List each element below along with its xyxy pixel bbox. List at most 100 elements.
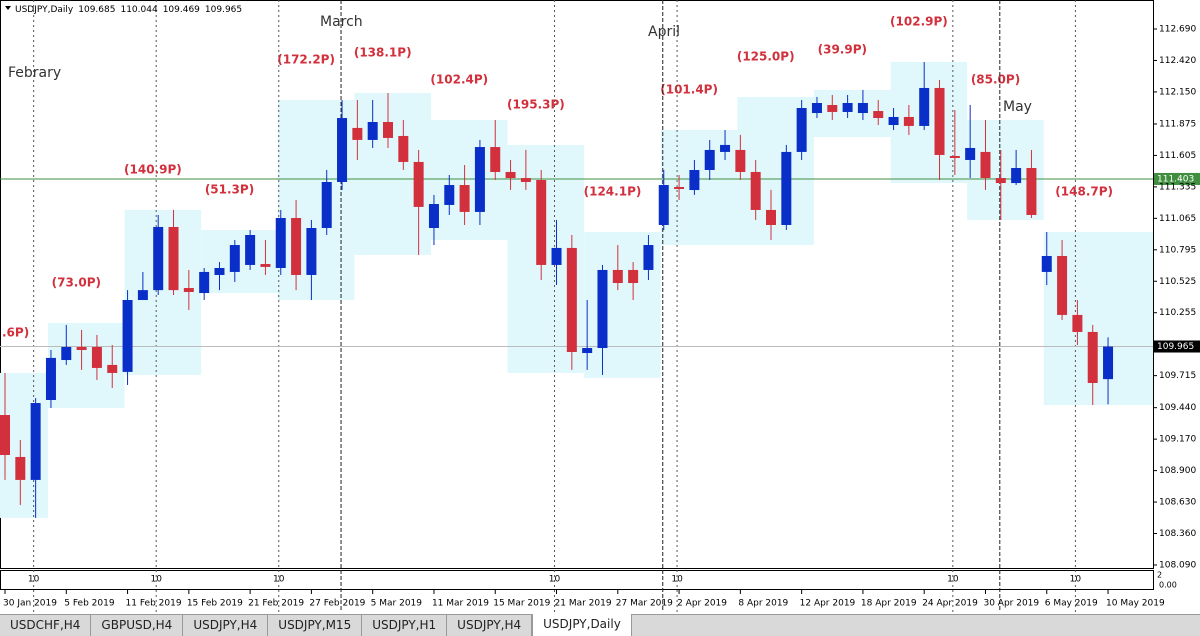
candle-body	[750, 171, 761, 210]
candle-body	[873, 111, 884, 119]
header-part: 109.685	[78, 5, 115, 15]
tab-bar: USDCHF,H4 GBPUSD,H4 USDJPY,H4 USDJPY,M15 USD…	[0, 614, 1200, 636]
period-label: Febrary	[8, 65, 61, 81]
candle-body	[0, 415, 10, 455]
chart-tab[interactable]: USDCHF,H4	[0, 615, 92, 636]
range-pips: (172.2P)	[277, 52, 335, 66]
chart-tab[interactable]: USDJPY,H4	[183, 615, 269, 636]
x-tick-label: 6 May 2019	[1045, 599, 1098, 609]
chart-tab[interactable]: USDJPY,H1	[362, 615, 448, 636]
candle-body	[15, 456, 26, 480]
x-tick-label: 30 Apr 2019	[983, 599, 1039, 609]
y-tick-label: 112.690	[1159, 25, 1196, 35]
price-axis-bg	[1154, 0, 1200, 590]
candle-body	[76, 346, 87, 351]
x-tick-label: 24 Apr 2019	[922, 599, 978, 609]
candle-body	[306, 228, 317, 275]
hline-marker	[1154, 172, 1200, 185]
x-tick-label: 15 Mar 2019	[493, 599, 550, 609]
y-tick-label: 110.795	[1159, 245, 1196, 255]
candle-body	[1026, 168, 1037, 215]
range-pips: (102.9P)	[890, 14, 948, 28]
y-tick-label: 110.255	[1159, 308, 1196, 318]
header-part: 109.469	[163, 5, 200, 15]
candle-body	[551, 247, 562, 265]
subwindow-label: 10	[671, 575, 683, 585]
candle-body	[689, 169, 700, 191]
candle-body	[45, 357, 56, 400]
subwindow-label: 10	[28, 575, 40, 585]
range-pips: (101.4P)	[660, 83, 718, 97]
subwindow-label: 10	[947, 575, 959, 585]
candle-body	[505, 171, 516, 179]
subwindow-frame	[0, 570, 1154, 590]
candle-body	[1072, 314, 1083, 332]
range-pips: (102.4P)	[430, 73, 488, 87]
x-tick-label: 8 Apr 2019	[738, 599, 788, 609]
x-tick-label: 2 Apr 2019	[677, 599, 727, 609]
subwindow-scale: 2	[1157, 571, 1162, 580]
y-tick-label: 108.630	[1159, 498, 1196, 508]
x-tick-label: 15 Feb 2019	[187, 599, 243, 609]
period-label: May	[1003, 99, 1032, 115]
header-part: 110.044	[120, 5, 157, 15]
candle-body	[1057, 255, 1068, 315]
x-tick-label: 21 Feb 2019	[248, 599, 304, 609]
candle-body	[965, 147, 976, 160]
candle-body	[428, 204, 439, 229]
candle-body	[383, 121, 393, 138]
candle-body	[321, 181, 332, 229]
y-tick-label: 109.715	[1159, 371, 1196, 381]
range-pips: (125.0P)	[737, 49, 795, 63]
range-pips: .6P)	[2, 325, 29, 339]
chart-tab[interactable]: USDJPY,H4	[447, 615, 533, 636]
candle-body	[245, 235, 256, 265]
range-pips: (140.9P)	[124, 162, 182, 176]
candle-body	[337, 118, 348, 182]
candle-body	[704, 149, 715, 170]
x-tick-label: 18 Apr 2019	[861, 599, 917, 609]
chart-tab[interactable]: USDJPY,M15	[268, 615, 363, 636]
candle-body	[658, 185, 669, 225]
y-tick-label: 111.065	[1159, 214, 1196, 224]
x-tick-label: 5 Mar 2019	[371, 599, 423, 609]
candle-body	[229, 245, 240, 272]
range-pips: (51.3P)	[205, 182, 254, 196]
period-label: March	[320, 14, 363, 30]
candle-body	[260, 264, 271, 267]
candle-body	[919, 87, 930, 126]
range-pips: (138.1P)	[354, 45, 412, 59]
chart-header: USDJPY,Daily 109.685 110.044 109.469 109.965	[15, 5, 242, 15]
chart-tab[interactable]: GBPUSD,H4	[91, 615, 184, 636]
y-tick-label: 108.900	[1159, 466, 1196, 476]
candle-body	[444, 185, 455, 205]
period-label: April	[648, 24, 680, 40]
chart-window: .6P) (73.0P) (140.9P) (51.3P) (172.2P) (138.1…	[0, 0, 1200, 612]
candle-body	[474, 147, 485, 212]
candle-body	[796, 108, 807, 152]
candle-body	[367, 121, 378, 140]
candle-body	[582, 348, 593, 354]
candle-body	[352, 127, 363, 140]
x-tick-label: 30 Jan 2019	[3, 599, 57, 609]
candle-body	[107, 364, 118, 373]
candle-body	[490, 147, 501, 172]
subwindow-label: 10	[273, 575, 285, 585]
range-box	[430, 120, 508, 241]
candle-body	[1103, 346, 1114, 380]
candle-body	[536, 180, 547, 265]
candle-body	[30, 403, 41, 480]
chart-tab[interactable]: USDJPY,Daily	[532, 614, 632, 636]
x-tick-label: 11 Mar 2019	[432, 599, 489, 609]
candle-body	[811, 102, 822, 114]
y-tick-label: 112.420	[1159, 56, 1196, 66]
y-tick-label: 111.605	[1159, 151, 1196, 161]
menu-arrow	[5, 6, 11, 10]
subwindow-label: 10	[549, 575, 561, 585]
candle-body	[674, 187, 685, 189]
candle-body	[459, 185, 470, 212]
x-tick-label: 27 Mar 2019	[616, 599, 673, 609]
x-tick-label: 11 Feb 2019	[126, 599, 182, 609]
x-tick-label: 27 Feb 2019	[309, 599, 365, 609]
